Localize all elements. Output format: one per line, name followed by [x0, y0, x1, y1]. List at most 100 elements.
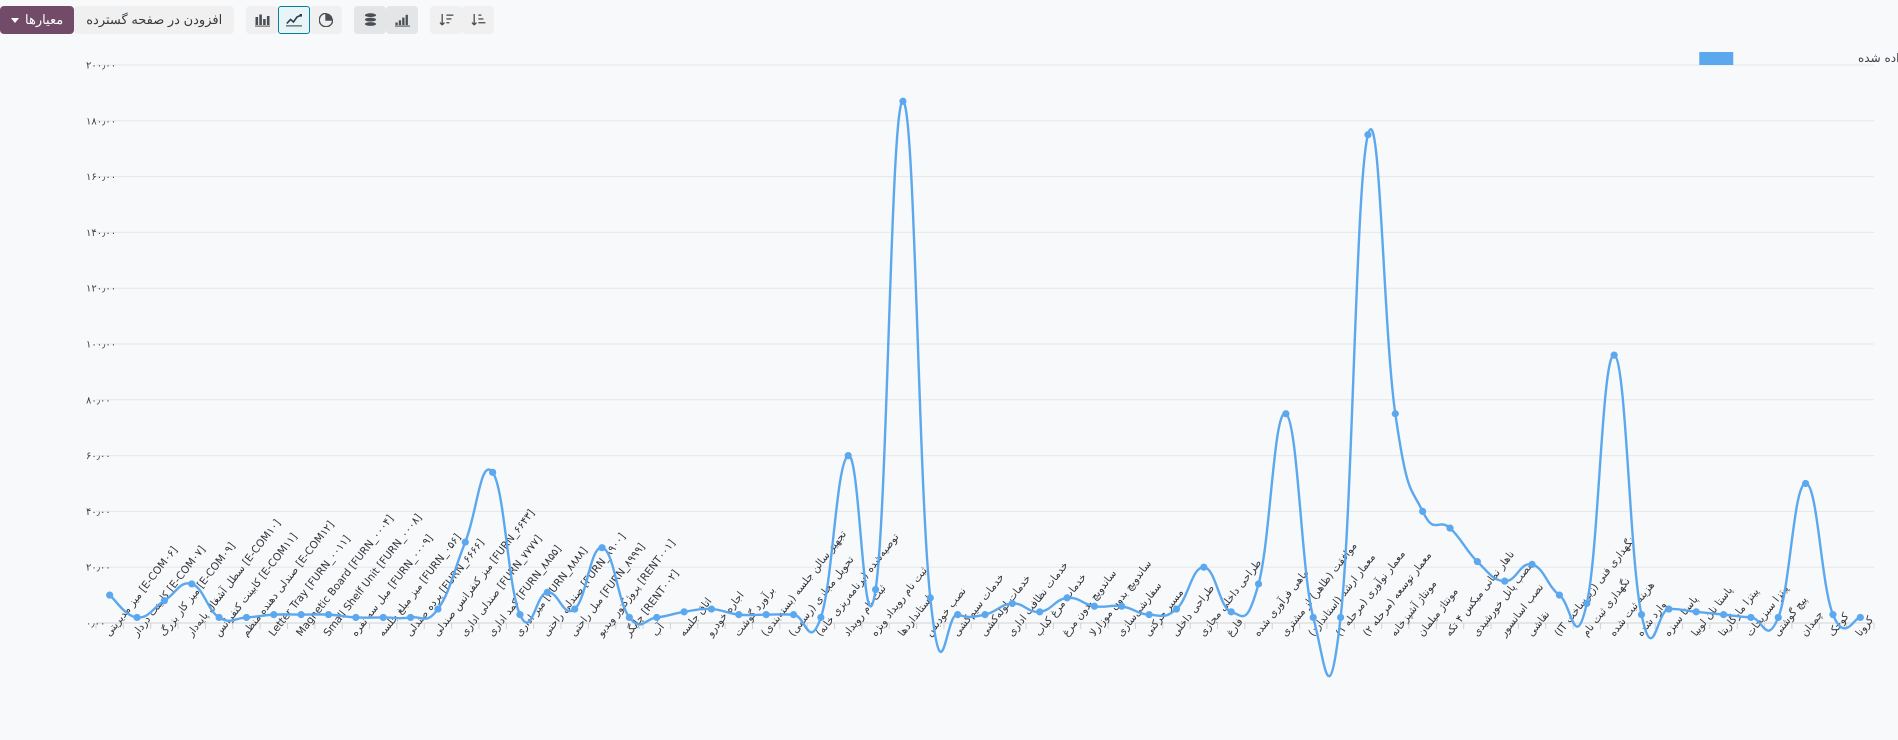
legend-label: تعداد سفارش داده شده	[1858, 51, 1898, 66]
series-data-point[interactable]	[899, 97, 907, 105]
ascending-bars-icon	[394, 14, 410, 27]
series-data-point[interactable]	[789, 611, 798, 619]
measures-button[interactable]: معیارها	[0, 6, 75, 34]
series-data-point[interactable]	[1473, 558, 1481, 566]
line-chart-icon	[286, 13, 303, 27]
series-data-point[interactable]	[571, 605, 579, 613]
chart-type-button-group	[246, 6, 343, 34]
y-axis-tick-label: ۱۲۰٫۰۰	[86, 284, 116, 295]
line-chart-icon-button[interactable]	[278, 6, 311, 34]
series-data-point[interactable]	[1200, 563, 1208, 571]
series-data-point[interactable]	[926, 594, 934, 602]
x-axis-tick-label: کرونا	[1853, 614, 1876, 639]
series-data-point[interactable]	[625, 613, 634, 622]
series-data-point[interactable]	[1227, 608, 1235, 616]
add-to-spreadsheet-label: افزودن در صفحه گسترده	[86, 12, 223, 27]
series-data-point[interactable]	[735, 611, 743, 619]
y-axis-tick-label: ۱۸۰٫۰۰	[86, 116, 116, 127]
series-data-point[interactable]	[981, 611, 989, 619]
series-data-point[interactable]	[1282, 410, 1290, 418]
chart-legend[interactable]: تعداد سفارش داده شده	[1699, 51, 1898, 66]
series-data-point[interactable]	[215, 613, 223, 622]
y-axis-tick-label: ۱۴۰٫۰۰	[86, 228, 116, 239]
series-data-point[interactable]	[680, 608, 688, 616]
series-data-point[interactable]	[1829, 611, 1837, 619]
series-data-point[interactable]	[1391, 410, 1399, 418]
series-data-point[interactable]	[1610, 351, 1618, 359]
series-data-point[interactable]	[1419, 507, 1427, 515]
series-data-point[interactable]	[242, 613, 251, 622]
series-data-point[interactable]	[516, 611, 524, 619]
series-data-point[interactable]	[707, 605, 716, 613]
chart-y-axis: ۰٫۰۰۲۰٫۰۰۴۰٫۰۰۶۰٫۰۰۸۰٫۰۰۱۰۰٫۰۰۱۲۰٫۰۰۱۴۰٫…	[86, 61, 116, 630]
graph-view: ۰٫۰۰۲۰٫۰۰۴۰٫۰۰۶۰٫۰۰۸۰٫۰۰۱۰۰٫۰۰۱۲۰٫۰۰۱۴۰٫…	[0, 40, 1898, 740]
series-data-point[interactable]	[133, 613, 141, 622]
series-data-point[interactable]	[1583, 599, 1591, 608]
series-data-point[interactable]	[1309, 613, 1317, 622]
series-data-point[interactable]	[543, 588, 551, 596]
series-data-point[interactable]	[461, 538, 469, 546]
series-data-point[interactable]	[1090, 602, 1099, 610]
series-data-point[interactable]	[1446, 524, 1454, 532]
bar-chart-icon	[254, 14, 270, 27]
sort-ascending-icon-button[interactable]	[462, 6, 495, 34]
series-data-point[interactable]	[1254, 580, 1263, 588]
series-data-point[interactable]	[1719, 611, 1728, 619]
series-data-point[interactable]	[1747, 613, 1755, 622]
series-data-point[interactable]	[1172, 605, 1181, 613]
chart-x-axis: [E-COM۰۶] میز مدیریتی[E-COM۰۷] کابینت در…	[95, 507, 1876, 640]
database-stack-icon	[364, 13, 377, 27]
series-data-point[interactable]	[489, 468, 497, 476]
sort-button-group	[430, 6, 495, 34]
series-data-point[interactable]	[1802, 479, 1810, 488]
sort-descending-icon	[439, 13, 454, 27]
add-to-spreadsheet-button[interactable]: افزودن در صفحه گسترده	[74, 6, 235, 34]
series-data-point[interactable]	[844, 452, 852, 460]
chart-grid	[96, 64, 1874, 624]
series-data-point[interactable]	[1364, 131, 1372, 139]
series-data-point[interactable]	[406, 613, 415, 622]
stacked-icon-button[interactable]	[354, 6, 387, 34]
series-data-point[interactable]	[270, 611, 278, 619]
series-data-point[interactable]	[871, 585, 880, 594]
series-data-point[interactable]	[1856, 613, 1864, 622]
ascending-bars-icon-button[interactable]	[386, 6, 419, 34]
series-data-point[interactable]	[1665, 605, 1673, 613]
series-data-point[interactable]	[1555, 591, 1564, 599]
sort-ascending-icon	[471, 13, 486, 27]
series-data-point[interactable]	[379, 613, 387, 622]
series-data-point[interactable]	[598, 544, 606, 552]
series-data-point[interactable]	[817, 613, 825, 622]
sort-descending-icon-button[interactable]	[430, 6, 463, 34]
series-data-point[interactable]	[188, 580, 196, 588]
bar-chart-icon-button[interactable]	[246, 6, 279, 34]
x-axis-tick-label: نقاشی	[1525, 609, 1552, 639]
series-data-point[interactable]	[434, 605, 442, 613]
y-axis-tick-label: ۱۰۰٫۰۰	[86, 340, 116, 351]
series-data-point[interactable]	[160, 597, 168, 605]
series-data-point[interactable]	[1118, 602, 1126, 610]
series-data-point[interactable]	[762, 611, 770, 619]
y-axis-tick-label: ۴۰٫۰۰	[86, 507, 111, 518]
series-data-point[interactable]	[297, 611, 305, 619]
control-panel: معیارها افزودن در صفحه گسترده	[0, 0, 1898, 40]
series-data-point[interactable]	[1774, 613, 1782, 622]
pie-chart-icon-button[interactable]	[310, 6, 343, 34]
series-data-point[interactable]	[1145, 611, 1153, 619]
series-data-point[interactable]	[1063, 594, 1071, 602]
y-axis-tick-label: ۶۰٫۰۰	[86, 451, 111, 462]
series-data-point[interactable]	[1036, 608, 1044, 616]
series-data-point[interactable]	[1528, 560, 1536, 569]
line-chart-canvas[interactable]: ۰٫۰۰۲۰٫۰۰۴۰٫۰۰۶۰٫۰۰۸۰٫۰۰۱۰۰٫۰۰۱۲۰٫۰۰۱۴۰٫…	[0, 40, 1898, 740]
series-data-point[interactable]	[106, 591, 114, 599]
series-data-point[interactable]	[324, 611, 333, 619]
series-data-point[interactable]	[1637, 611, 1646, 619]
series-data-point[interactable]	[1501, 577, 1509, 585]
series-data-point[interactable]	[1337, 613, 1345, 622]
y-axis-tick-label: ۲۰۰٫۰۰	[86, 61, 116, 72]
series-data-point[interactable]	[954, 611, 962, 619]
series-data-point[interactable]	[352, 613, 360, 622]
series-data-point[interactable]	[1692, 608, 1700, 616]
series-data-point[interactable]	[1008, 599, 1016, 608]
series-data-point[interactable]	[653, 613, 661, 622]
